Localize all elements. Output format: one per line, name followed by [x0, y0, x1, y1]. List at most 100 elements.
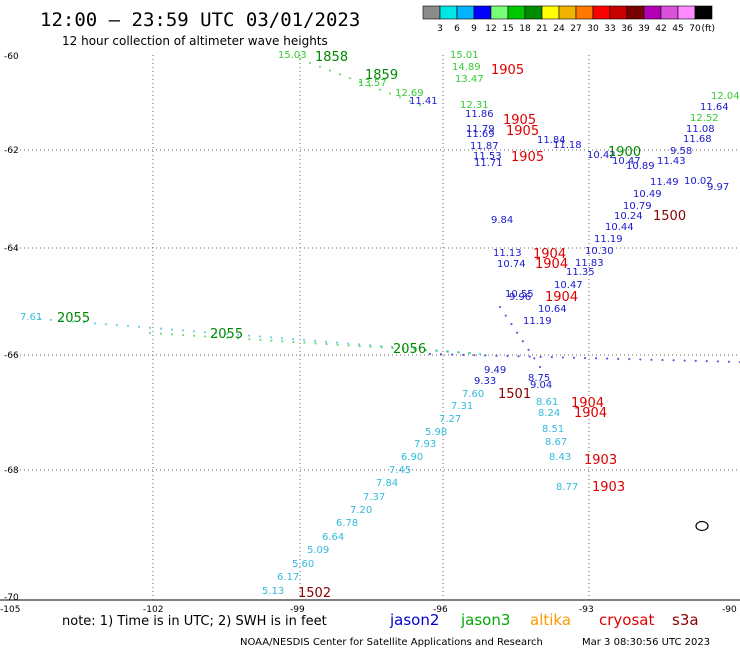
track-mark: [606, 357, 609, 360]
wave-height-value: 8.24: [538, 408, 560, 419]
lat-label: -70: [4, 593, 19, 603]
wave-height-value: 10.42: [587, 150, 616, 161]
wave-height-value: 5.98: [425, 427, 447, 438]
wave-height-value: 14.89: [452, 62, 481, 73]
map-title: 12:00 – 23:59 UTC 03/01/2023: [40, 9, 360, 31]
wave-height-value: 15.03: [278, 50, 307, 61]
track-mark: [583, 356, 587, 360]
wave-height-value: 11.69: [466, 129, 495, 140]
track-mark: [617, 357, 620, 360]
footnote: note: 1) Time is in UTC; 2) SWH is in fe…: [62, 614, 327, 629]
track-mark: [683, 359, 686, 362]
track-mark: [484, 354, 487, 357]
track-mark: [347, 344, 350, 347]
pass-time-label: 2056: [393, 342, 426, 357]
track-mark: [435, 349, 438, 353]
map-subtitle: 12 hour collection of altimeter wave hei…: [62, 34, 328, 48]
track-mark: [193, 334, 196, 337]
pass-time-label: 1903: [584, 453, 617, 468]
track-mark: [521, 340, 524, 343]
track-mark: [510, 323, 513, 326]
wave-height-value: 12.31: [460, 100, 489, 111]
wave-height-value: 11.43: [657, 156, 686, 167]
pass-time-label: 1905: [511, 150, 544, 165]
track-mark: [398, 96, 402, 99]
wave-height-value: 9.96: [509, 292, 531, 303]
track-mark: [348, 77, 352, 80]
track-mark: [380, 346, 383, 349]
pass-time-label: 1905: [491, 63, 524, 78]
track-mark: [391, 347, 394, 350]
wave-height-value: 10.30: [585, 246, 614, 257]
credit-line: NOAA/NESDIS Center for Satellite Applica…: [240, 637, 543, 648]
color-scale-label: 36: [621, 24, 633, 34]
color-scale-label: 45: [672, 24, 683, 34]
track-mark: [259, 338, 262, 341]
color-scale-label: 9: [471, 24, 477, 34]
wave-height-value: 11.35: [566, 267, 595, 278]
track-mark: [516, 331, 519, 334]
color-scale-label: 12: [485, 24, 496, 34]
track-mark: [336, 343, 339, 346]
wave-height-value: 10.47: [612, 156, 641, 167]
wave-height-value: 11.83: [575, 258, 604, 269]
wave-height-value: 15.01: [450, 50, 479, 61]
track-mark: [137, 325, 141, 328]
wave-height-value: 7.61: [20, 312, 42, 323]
track-mark: [303, 341, 306, 344]
pass-time-label: 1859: [365, 68, 398, 83]
wave-height-value: 11.13: [493, 248, 522, 259]
wave-height-value: 7.84: [376, 478, 398, 489]
wave-height-value: 9.58: [670, 146, 692, 157]
color-swatch: [507, 5, 526, 20]
track-mark: [226, 336, 229, 339]
lon-label: -90: [722, 605, 737, 615]
track-mark: [650, 358, 653, 361]
lon-label: -105: [0, 605, 20, 615]
track-mark: [533, 357, 536, 360]
wave-height-value: 8.61: [536, 397, 558, 408]
wave-height-value: 7.93: [414, 439, 436, 450]
track-mark: [424, 349, 427, 352]
track-mark: [358, 345, 361, 348]
track-mark: [308, 61, 312, 64]
wave-height-value: 6.78: [336, 518, 358, 529]
track-mark: [104, 323, 108, 326]
wave-height-value: 11.41: [409, 96, 438, 107]
wave-height-value: 7.27: [439, 414, 461, 425]
lat-label: -60: [4, 52, 19, 62]
pass-time-label: 1900: [608, 145, 641, 160]
wave-height-value: 11.86: [465, 109, 494, 120]
track-mark: [115, 324, 119, 327]
track-mark: [413, 348, 416, 351]
wave-height-value: 11.53: [473, 151, 502, 162]
lon-label: -96: [433, 605, 448, 615]
color-scale-label: 18: [519, 24, 531, 34]
track-mark: [170, 328, 174, 331]
track-mark: [170, 333, 174, 336]
track-mark: [639, 358, 642, 361]
track-mark: [428, 352, 432, 356]
wave-height-value: 11.68: [683, 134, 712, 145]
track-mark: [302, 338, 306, 342]
color-scale-label: 27: [570, 24, 581, 34]
track-mark: [159, 327, 163, 330]
track-mark: [378, 88, 382, 91]
pass-time-label: 1905: [506, 124, 539, 139]
track-mark: [446, 350, 450, 353]
track-mark: [328, 69, 332, 72]
track-mark: [203, 331, 207, 334]
track-mark: [292, 340, 295, 344]
color-scale-label: 15: [502, 24, 513, 34]
wave-height-value: 11.64: [700, 102, 729, 113]
wave-height-value: 8.75: [528, 373, 550, 384]
track-mark: [388, 92, 392, 95]
island-outline: [695, 520, 709, 532]
color-scale-label: 21: [536, 24, 547, 34]
color-swatch: [473, 5, 492, 20]
track-mark: [694, 359, 697, 362]
track-mark: [504, 314, 507, 317]
lon-label: -99: [290, 605, 305, 615]
satellite-legend: jason2 jason3 altika cryosat s3a: [389, 611, 699, 629]
